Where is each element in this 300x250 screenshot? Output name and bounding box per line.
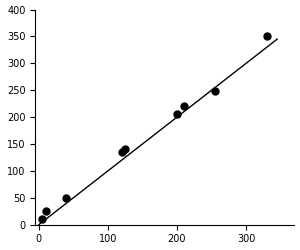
Point	[175, 112, 179, 116]
Point	[64, 196, 69, 200]
Point	[40, 217, 45, 221]
Point	[182, 104, 186, 108]
Point	[123, 148, 128, 152]
Point	[264, 34, 269, 38]
Point	[43, 209, 48, 213]
Point	[213, 89, 218, 93]
Point	[119, 150, 124, 154]
